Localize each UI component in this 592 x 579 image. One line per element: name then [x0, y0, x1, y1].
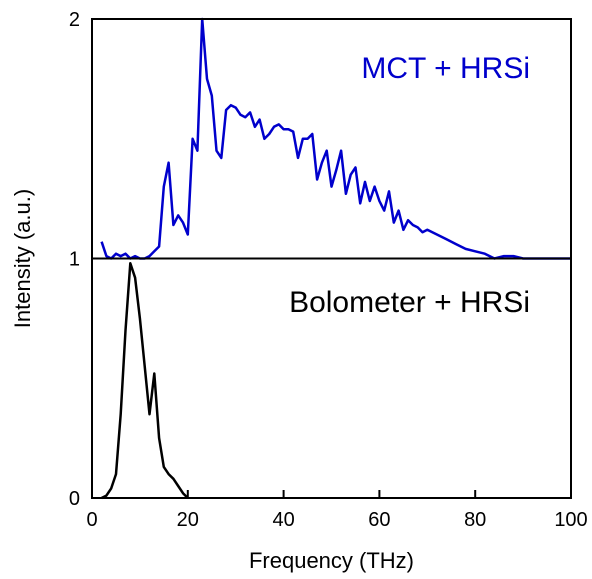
x-tick-label: 20 — [177, 509, 199, 531]
x-tick-label: 60 — [368, 509, 390, 531]
series-line-mct — [100, 17, 571, 260]
y-tick-label: 1 — [69, 249, 80, 271]
x-axis-label: Frequency (THz) — [249, 548, 414, 573]
ticks: 0 20 40 60 80 100 0 1 2 — [69, 9, 588, 531]
x-tick-label: 0 — [86, 509, 97, 531]
series-line-bolometer — [101, 262, 189, 500]
y-tick-label: 2 — [69, 9, 80, 31]
plot-lines — [100, 17, 571, 500]
y-tick-label: 0 — [69, 488, 80, 510]
series-label-bolometer: Bolometer + HRSi — [289, 286, 530, 319]
x-tick-label: 80 — [464, 509, 486, 531]
x-tick-label: 100 — [554, 509, 587, 531]
x-tick-label: 40 — [272, 509, 294, 531]
y-axis-label: Intensity (a.u.) — [10, 189, 35, 328]
series-label-mct: MCT + HRSi — [361, 52, 530, 85]
